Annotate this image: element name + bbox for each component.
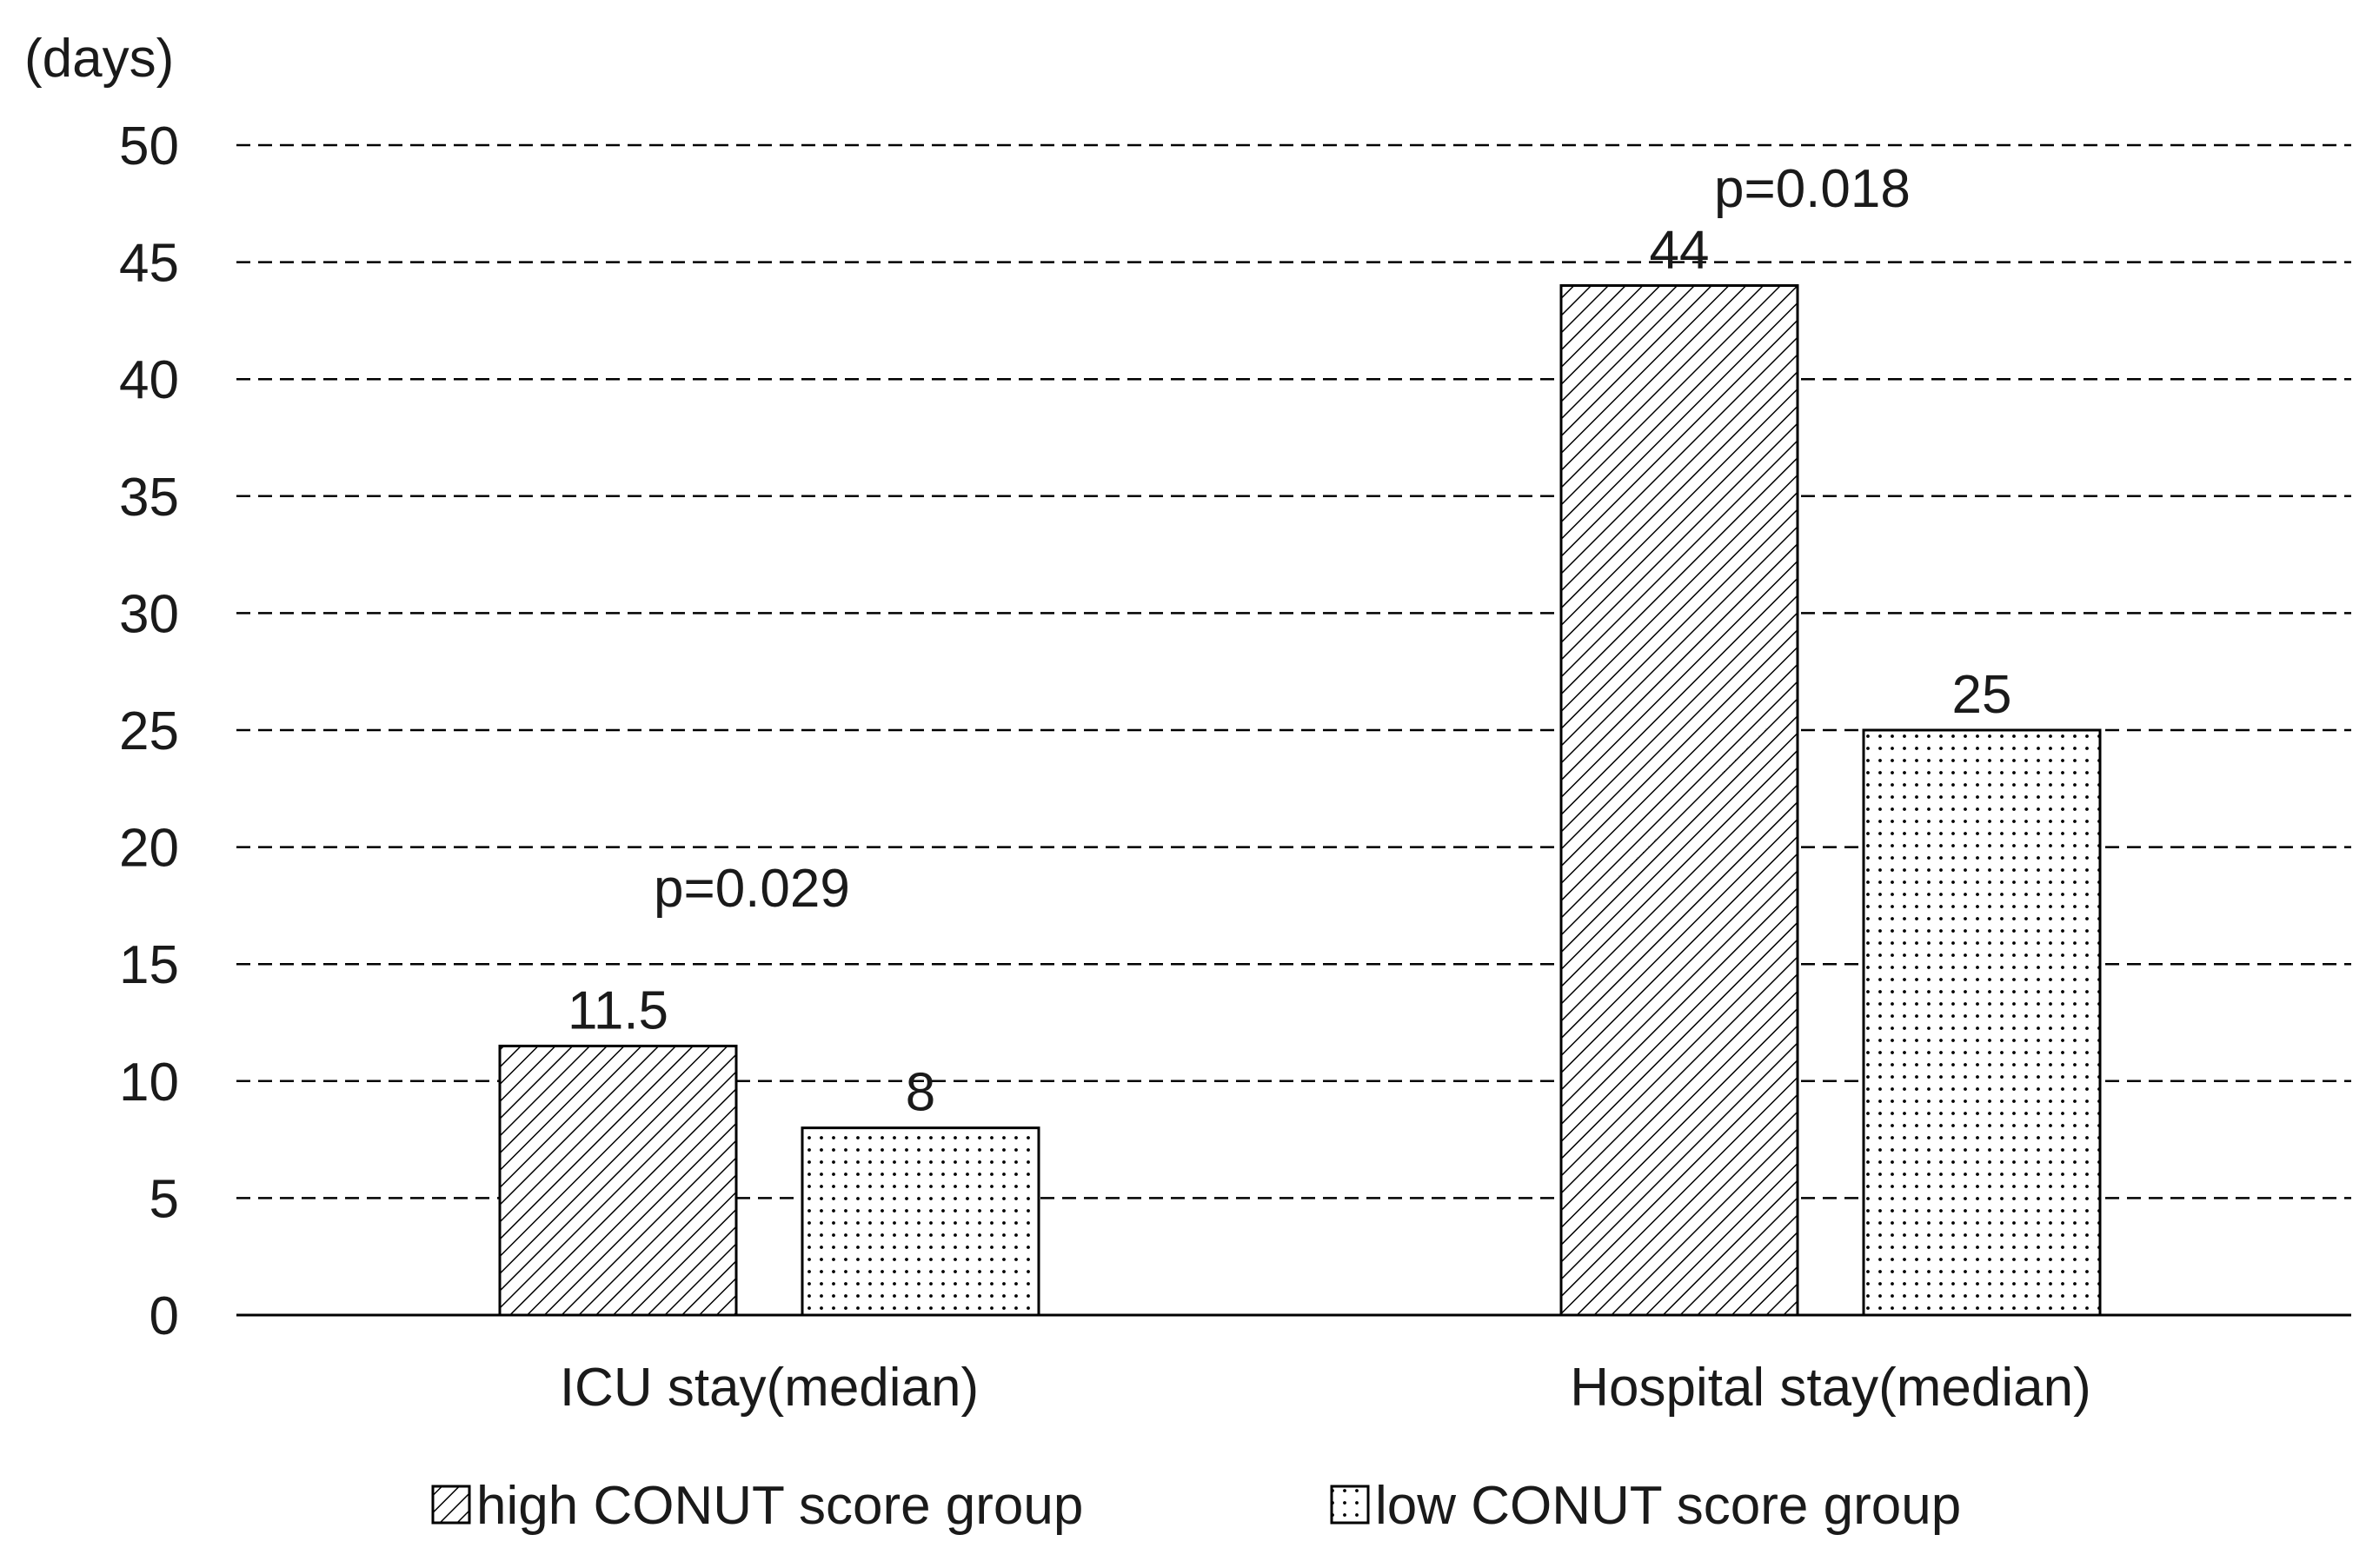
data-label: 44 [1650,221,1710,281]
bar [1559,284,1799,1317]
y-tick-label: 45 [119,234,179,294]
bar [801,1126,1040,1317]
x-category-label: ICU stay(median) [560,1358,979,1418]
data-label: 8 [906,1063,935,1123]
legend: high CONUT score group low CONUT score g… [431,1476,1961,1536]
y-tick-label: 20 [119,819,179,879]
y-tick-label: 5 [150,1169,179,1229]
legend-label-high: high CONUT score group [476,1476,1083,1536]
y-tick-label: 30 [119,584,179,644]
y-tick-label: 25 [119,701,179,761]
x-category-label: Hospital stay(median) [1570,1358,2091,1418]
p-value-icu: p=0.029 [654,859,850,919]
legend-label-low: low CONUT score group [1375,1476,1961,1536]
bars [498,284,2102,1317]
bar [1862,728,2102,1317]
data-label: 11.5 [568,980,668,1040]
y-tick-label: 10 [119,1053,179,1113]
y-tick-label: 35 [119,468,179,528]
legend-swatch-high [431,1485,471,1525]
p-value-hospital: p=0.018 [1714,159,1911,219]
y-axis-ticks: 0 5 10 15 20 25 30 35 40 45 50 [119,116,179,1346]
y-tick-label: 40 [119,350,179,410]
data-label: 25 [1952,665,2012,725]
y-tick-label: 50 [119,116,179,176]
x-axis-categories: ICU stay(median) Hospital stay(median) [560,1358,2091,1418]
y-tick-label: 15 [119,935,179,995]
bar [498,1044,738,1317]
y-tick-label: 0 [150,1286,179,1346]
legend-swatch-low [1330,1485,1370,1525]
data-labels: 11.5 8 44 25 [568,221,2012,1123]
y-unit-label: (days) [24,29,174,89]
